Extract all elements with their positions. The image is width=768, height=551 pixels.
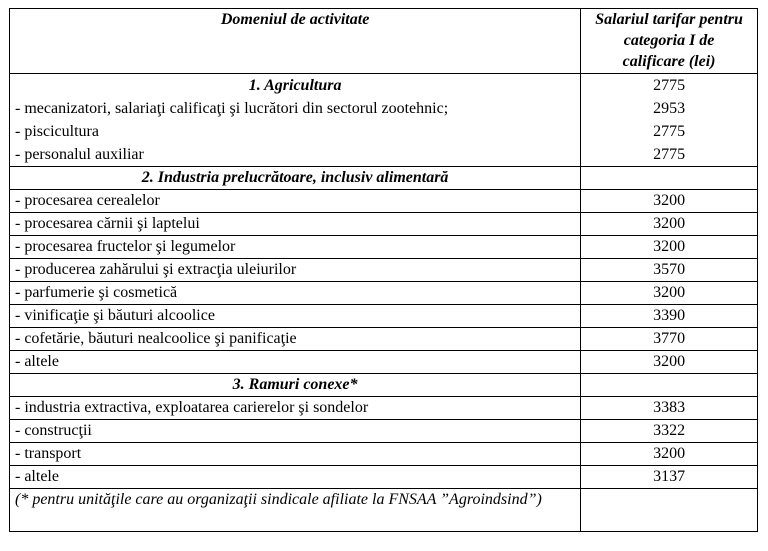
table-row: - altele 3200 [8,350,758,374]
row-label: - mecanizatori, salariaţi calificaţi şi … [15,100,449,117]
header-row: Domeniul de activitate Salariul tarifar … [8,8,758,74]
row-value: 3137 [580,465,758,489]
row-value: 3200 [580,189,758,213]
row-label: - producerea zahărului şi extracţia ulei… [8,258,582,282]
table-row: - altele 3137 [8,465,758,489]
section-title-row: 3. Ramuri conexe* [8,373,758,397]
table-row: - procesarea cerealelor 3200 [8,189,758,213]
row-value: 3200 [580,212,758,236]
row-value: 3200 [580,350,758,374]
empty-value-cell [580,166,758,190]
row-label: - parfumerie şi cosmetică [8,281,582,305]
row-label: - cofetărie, băuturi nealcoolice şi pani… [8,327,582,351]
row-value: 3200 [580,281,758,305]
row-value: 2953 [653,100,686,117]
row-label: - industria extractiva, exploatarea cari… [8,396,582,420]
section-title: 3. Ramuri conexe* [8,373,582,397]
section-agriculture: 1. Agricultura - mecanizatori, salariaţi… [8,73,758,167]
header-salary: Salariul tarifar pentru categoria I de c… [580,8,758,74]
empty-value-cell [580,373,758,397]
footnote-row: (* pentru unităţile care au organizaţii … [8,488,758,532]
row-label: - personalul auxiliar [15,146,144,163]
section-title-row: 2. Industria prelucrătoare, inclusiv ali… [8,166,758,190]
table-row: - transport 3200 [8,442,758,466]
row-value: 2775 [653,77,686,94]
header-salary-line: Salariul tarifar pentru [595,11,743,28]
row-label: - transport [8,442,582,466]
row-value: 2775 [653,123,686,140]
header-salary-line: categoria I de [623,32,715,49]
row-value: 3322 [580,419,758,443]
row-label: - construcţii [8,419,582,443]
table-row: - cofetărie, băuturi nealcoolice şi pani… [8,327,758,351]
row-value: 3200 [580,235,758,259]
row-label: - piscicultura [15,123,99,140]
header-domain: Domeniul de activitate [8,8,582,74]
row-value: 3200 [580,442,758,466]
table-row: - parfumerie şi cosmetică 3200 [8,281,758,305]
table-row: - procesarea fructelor şi legumelor 3200 [8,235,758,259]
section-title: 2. Industria prelucrătoare, inclusiv ali… [8,166,582,190]
row-label: - procesarea fructelor şi legumelor [8,235,582,259]
agriculture-values-cell: 2775 2953 2775 2775 [580,73,758,167]
row-label: - altele [8,350,582,374]
row-label: - procesarea cărnii şi laptelui [8,212,582,236]
row-label: - vinificaţie şi băuturi alcoolice [8,304,582,328]
row-label: - altele [8,465,582,489]
salary-table: Domeniul de activitate Salariul tarifar … [8,8,758,532]
agriculture-labels-cell: 1. Agricultura - mecanizatori, salariaţi… [8,73,582,167]
row-value: 3383 [580,396,758,420]
footnote: (* pentru unităţile care au organizaţii … [8,488,582,532]
table-row: - construcţii 3322 [8,419,758,443]
section-title: 1. Agricultura [248,77,342,94]
row-label: - procesarea cerealelor [8,189,582,213]
empty-value-cell [580,488,758,532]
row-value: 3570 [580,258,758,282]
table-row: - procesarea cărnii şi laptelui 3200 [8,212,758,236]
row-value: 3390 [580,304,758,328]
table-row: - vinificaţie şi băuturi alcoolice 3390 [8,304,758,328]
table-row: - producerea zahărului şi extracţia ulei… [8,258,758,282]
row-value: 2775 [653,146,686,163]
table-row: - industria extractiva, exploatarea cari… [8,396,758,420]
row-value: 3770 [580,327,758,351]
header-salary-line: calificare (lei) [622,53,716,70]
